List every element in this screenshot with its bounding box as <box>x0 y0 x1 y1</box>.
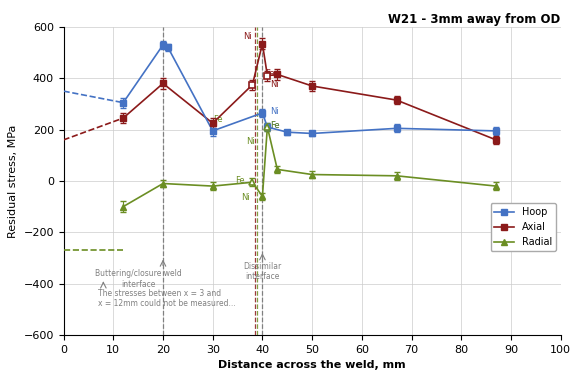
Text: Fe: Fe <box>270 121 280 130</box>
Text: Ni: Ni <box>270 80 279 89</box>
Y-axis label: Residual stress, MPa: Residual stress, MPa <box>8 124 18 238</box>
Text: Fe: Fe <box>213 115 223 124</box>
Text: W21 - 3mm away from OD: W21 - 3mm away from OD <box>388 13 561 26</box>
Text: Buttering/closure weld
interface: Buttering/closure weld interface <box>95 270 181 289</box>
Text: Dissimilar
interface: Dissimilar interface <box>243 262 281 281</box>
Text: Fe: Fe <box>270 121 280 130</box>
X-axis label: Distance across the weld, mm: Distance across the weld, mm <box>218 360 406 370</box>
Text: Ni: Ni <box>246 137 255 146</box>
Text: The stresses between x = 3 and
x = 12mm could not be measured...: The stresses between x = 3 and x = 12mm … <box>98 289 236 308</box>
Text: Fe: Fe <box>265 69 275 78</box>
Text: Ni: Ni <box>241 193 250 202</box>
Text: Fe: Fe <box>235 176 245 186</box>
Legend: Hoop, Axial, Radial: Hoop, Axial, Radial <box>491 203 556 251</box>
Text: Ni: Ni <box>243 32 252 41</box>
Text: Ni: Ni <box>270 107 279 116</box>
